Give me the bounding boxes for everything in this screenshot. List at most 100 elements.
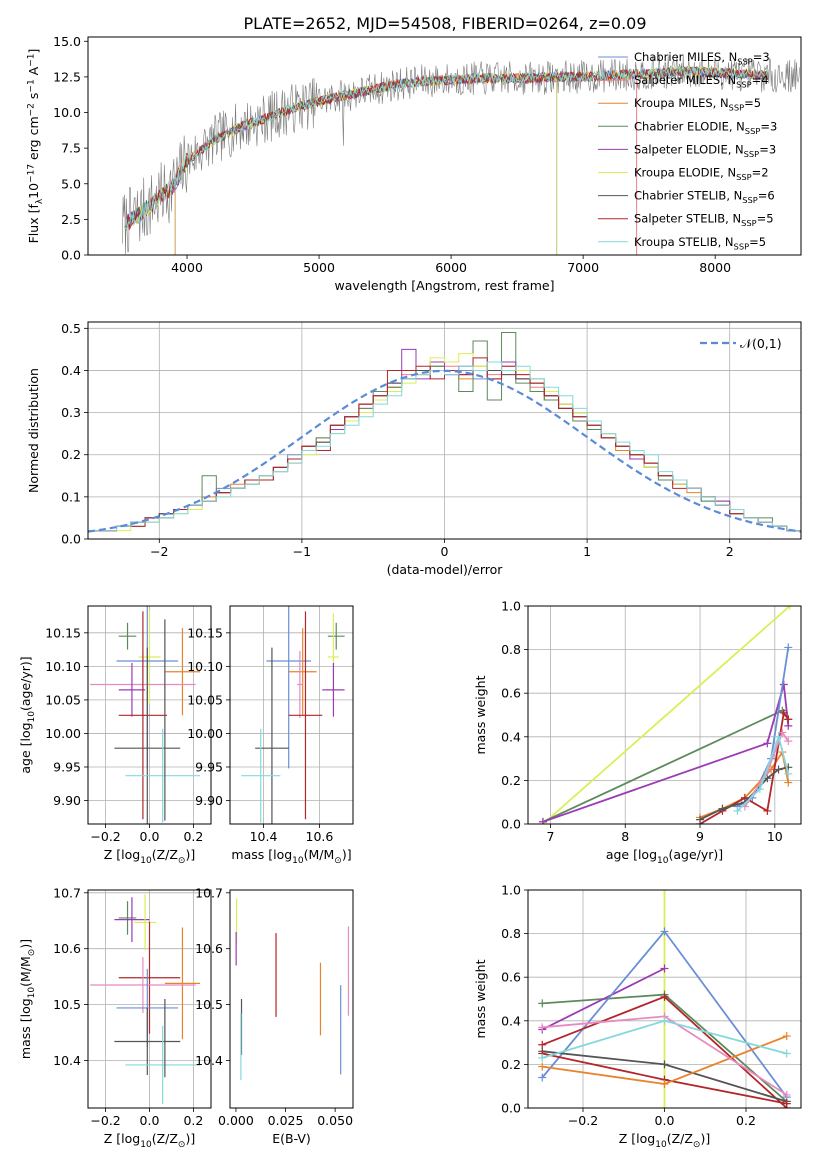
panel-age_vs_Z: −0.2 0.0 0.2 9.90 9.95 10.00 10.05 10.10 10.15 Z … [18, 605, 212, 866]
y-tick-label: 15.0 [53, 34, 81, 49]
y-tick-label: 9.95 [195, 759, 223, 774]
y-tick-label: 0.8 [501, 642, 521, 657]
x-axis-label: (data-model)/error [387, 562, 504, 577]
legend-label: Salpeter MILES, NSSP=4 [634, 73, 769, 89]
weight-marker [784, 715, 793, 724]
y-tick-label: 10.00 [187, 726, 223, 741]
plot-area [122, 54, 800, 255]
y-tick-label: 0.6 [501, 686, 521, 701]
x-tick-label: 2 [726, 544, 734, 559]
y-tick-label: 0.4 [501, 1013, 521, 1028]
axes-frame [229, 889, 354, 1109]
weight-marker [755, 785, 764, 794]
x-axis-label: E(B-V) [272, 1131, 311, 1146]
panel-mass_vs_Z: −0.2 0.0 0.2 10.4 10.5 10.6 10.7 Z [log10(Z/Z⊙)… [18, 885, 212, 1150]
weight-marker [660, 1060, 669, 1069]
axes-frame [229, 605, 354, 825]
y-axis-label: age [log10(age/yr)] [18, 656, 37, 773]
weight-line [542, 606, 791, 824]
weight-marker [784, 643, 793, 652]
weight-line [542, 684, 790, 823]
y-tick-label: 5.0 [61, 176, 81, 191]
y-tick-label: 0.0 [501, 1101, 521, 1116]
weight-marker [660, 890, 669, 894]
y-tick-label: 10.6 [53, 941, 81, 956]
legend-label: Kroupa STELIB, NSSP=5 [634, 235, 766, 251]
weight-marker [785, 606, 794, 610]
weight-marker [538, 999, 547, 1008]
weight-marker [696, 815, 705, 824]
weight-marker [660, 992, 669, 1001]
weight-marker [782, 1049, 791, 1058]
x-tick-label: 0.050 [317, 1113, 353, 1128]
spectrum-model-line [124, 65, 769, 230]
y-tick-label: 12.5 [53, 69, 81, 84]
weight-marker [778, 728, 787, 737]
plot-area [235, 898, 350, 1081]
y-tick-label: 10.5 [53, 997, 81, 1012]
weight-marker [660, 927, 669, 936]
weight-marker [538, 1073, 547, 1082]
weight-marker [782, 1099, 791, 1108]
y-tick-label: 0.5 [61, 321, 81, 336]
panel-residuals: 𝒩(0,1) −2 −1 0 1 2 0.0 0.1 0.2 0.3 0.4 0.5 (data-mod… [26, 321, 802, 577]
weight-marker [538, 1023, 547, 1032]
weight-marker [718, 804, 727, 813]
axes-frame [87, 36, 802, 256]
x-tick-label: 0.0 [140, 1113, 160, 1128]
y-tick-label: 1.0 [501, 599, 521, 614]
y-tick-label: 0.3 [61, 405, 81, 420]
weight-marker [779, 708, 788, 717]
x-tick-label: −0.2 [568, 1113, 598, 1128]
x-tick-label: 0.2 [183, 1113, 203, 1128]
weight-line [699, 710, 790, 824]
x-tick-label: 0.000 [218, 1113, 254, 1128]
x-tick-label: 7000 [567, 260, 599, 275]
legend-label: Kroupa MILES, NSSP=5 [634, 96, 761, 112]
y-tick-label: 9.90 [195, 793, 223, 808]
axes-frame [527, 605, 802, 825]
x-tick-label: 6000 [435, 260, 467, 275]
legend-label: Salpeter ELODIE, NSSP=3 [634, 142, 776, 158]
y-tick-label: 0.2 [501, 773, 521, 788]
weight-marker [763, 739, 772, 748]
normal-curve [88, 369, 801, 533]
y-tick-label: 0.8 [501, 926, 521, 941]
legend-label: Chabrier MILES, NSSP=3 [634, 50, 770, 66]
figure-title: PLATE=2652, MJD=54508, FIBERID=0264, z=0… [243, 14, 646, 33]
y-tick-label: 10.7 [53, 885, 81, 900]
x-tick-label: −1 [293, 544, 311, 559]
x-tick-label: 0 [441, 544, 449, 559]
weight-marker [660, 1080, 669, 1089]
x-tick-label: 0.025 [268, 1113, 304, 1128]
weight-line [541, 967, 665, 1031]
y-axis-label: Normed distribution [26, 368, 41, 493]
weight-marker [774, 765, 783, 774]
weight-marker [763, 806, 772, 815]
y-tick-label: 0.0 [61, 532, 81, 547]
weight-marker [784, 737, 793, 746]
panel-weight_vs_age: 7 8 9 10 0.0 0.2 0.4 0.6 0.8 1.0 age [log10(age/yr… [473, 599, 802, 866]
y-tick-label: 10.05 [45, 692, 81, 707]
legend-label: Kroupa ELODIE, NSSP=2 [634, 166, 769, 182]
weight-marker [660, 1016, 669, 1025]
plot-area [241, 606, 345, 824]
y-tick-label: 9.95 [53, 759, 81, 774]
y-tick-label: 10.4 [53, 1053, 81, 1068]
weight-marker [538, 1062, 547, 1071]
x-tick-label: 5000 [303, 260, 335, 275]
x-axis-label: Z [log10(Z/Z⊙)] [619, 1131, 710, 1150]
plot-area [538, 890, 791, 1108]
y-tick-label: 0.2 [61, 447, 81, 462]
plot-area [90, 606, 201, 824]
x-tick-label: 9 [696, 829, 704, 844]
plot-area [90, 894, 201, 1105]
legend-label: 𝒩(0,1) [740, 336, 782, 351]
x-tick-label: 1 [583, 544, 591, 559]
weight-marker [784, 778, 793, 787]
x-tick-label: 8 [621, 829, 629, 844]
y-tick-label: 0.0 [501, 817, 521, 832]
y-tick-label: 10.0 [53, 105, 81, 120]
y-tick-label: 10.00 [45, 726, 81, 741]
